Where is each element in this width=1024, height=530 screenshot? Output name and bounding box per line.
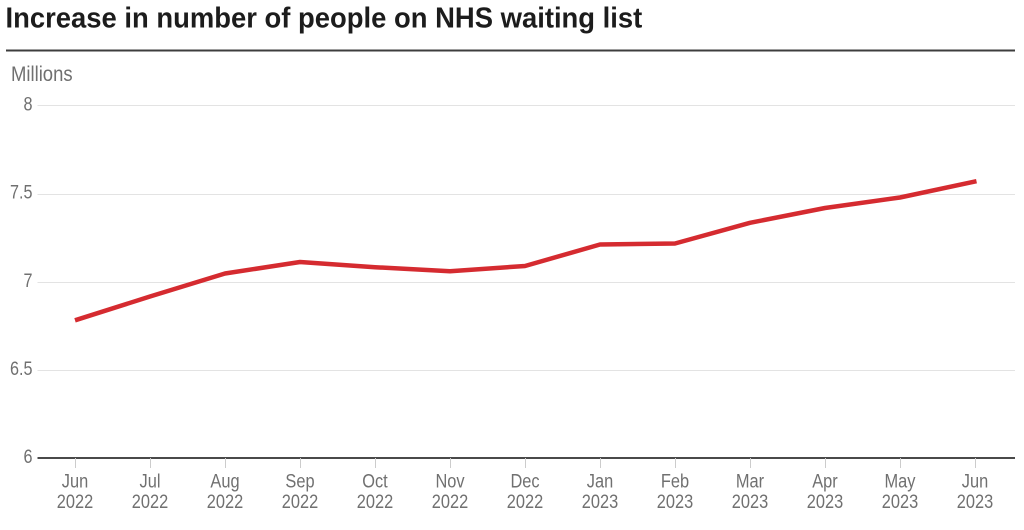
svg-text:Jun: Jun [962,470,988,492]
svg-text:2022: 2022 [282,491,318,513]
svg-text:Aug: Aug [210,470,239,492]
svg-text:2023: 2023 [882,491,918,513]
svg-text:Dec: Dec [510,470,539,492]
svg-text:Mar: Mar [736,470,764,492]
svg-text:2022: 2022 [432,491,468,513]
svg-text:Oct: Oct [362,470,387,492]
svg-text:2023: 2023 [957,491,993,513]
svg-text:2023: 2023 [657,491,693,513]
svg-text:2022: 2022 [132,491,168,513]
svg-text:2023: 2023 [732,491,768,513]
svg-text:Nov: Nov [435,470,464,492]
svg-text:2022: 2022 [57,491,93,513]
svg-text:2022: 2022 [507,491,543,513]
svg-text:7.5: 7.5 [10,181,33,203]
svg-text:2023: 2023 [582,491,618,513]
svg-text:Jan: Jan [587,470,613,492]
svg-text:2022: 2022 [207,491,243,513]
svg-text:Millions: Millions [11,63,73,86]
svg-text:Increase in number of people o: Increase in number of people on NHS wait… [6,1,643,34]
svg-text:7: 7 [23,270,32,292]
svg-text:2022: 2022 [357,491,393,513]
svg-text:Feb: Feb [661,470,689,492]
svg-text:2023: 2023 [807,491,843,513]
svg-text:May: May [885,470,916,492]
svg-text:6.5: 6.5 [10,358,33,380]
svg-text:Apr: Apr [812,470,837,492]
svg-text:Jul: Jul [140,470,161,492]
svg-text:Sep: Sep [285,470,314,492]
svg-text:8: 8 [23,93,32,115]
svg-text:6: 6 [23,446,32,468]
svg-text:Jun: Jun [62,470,88,492]
